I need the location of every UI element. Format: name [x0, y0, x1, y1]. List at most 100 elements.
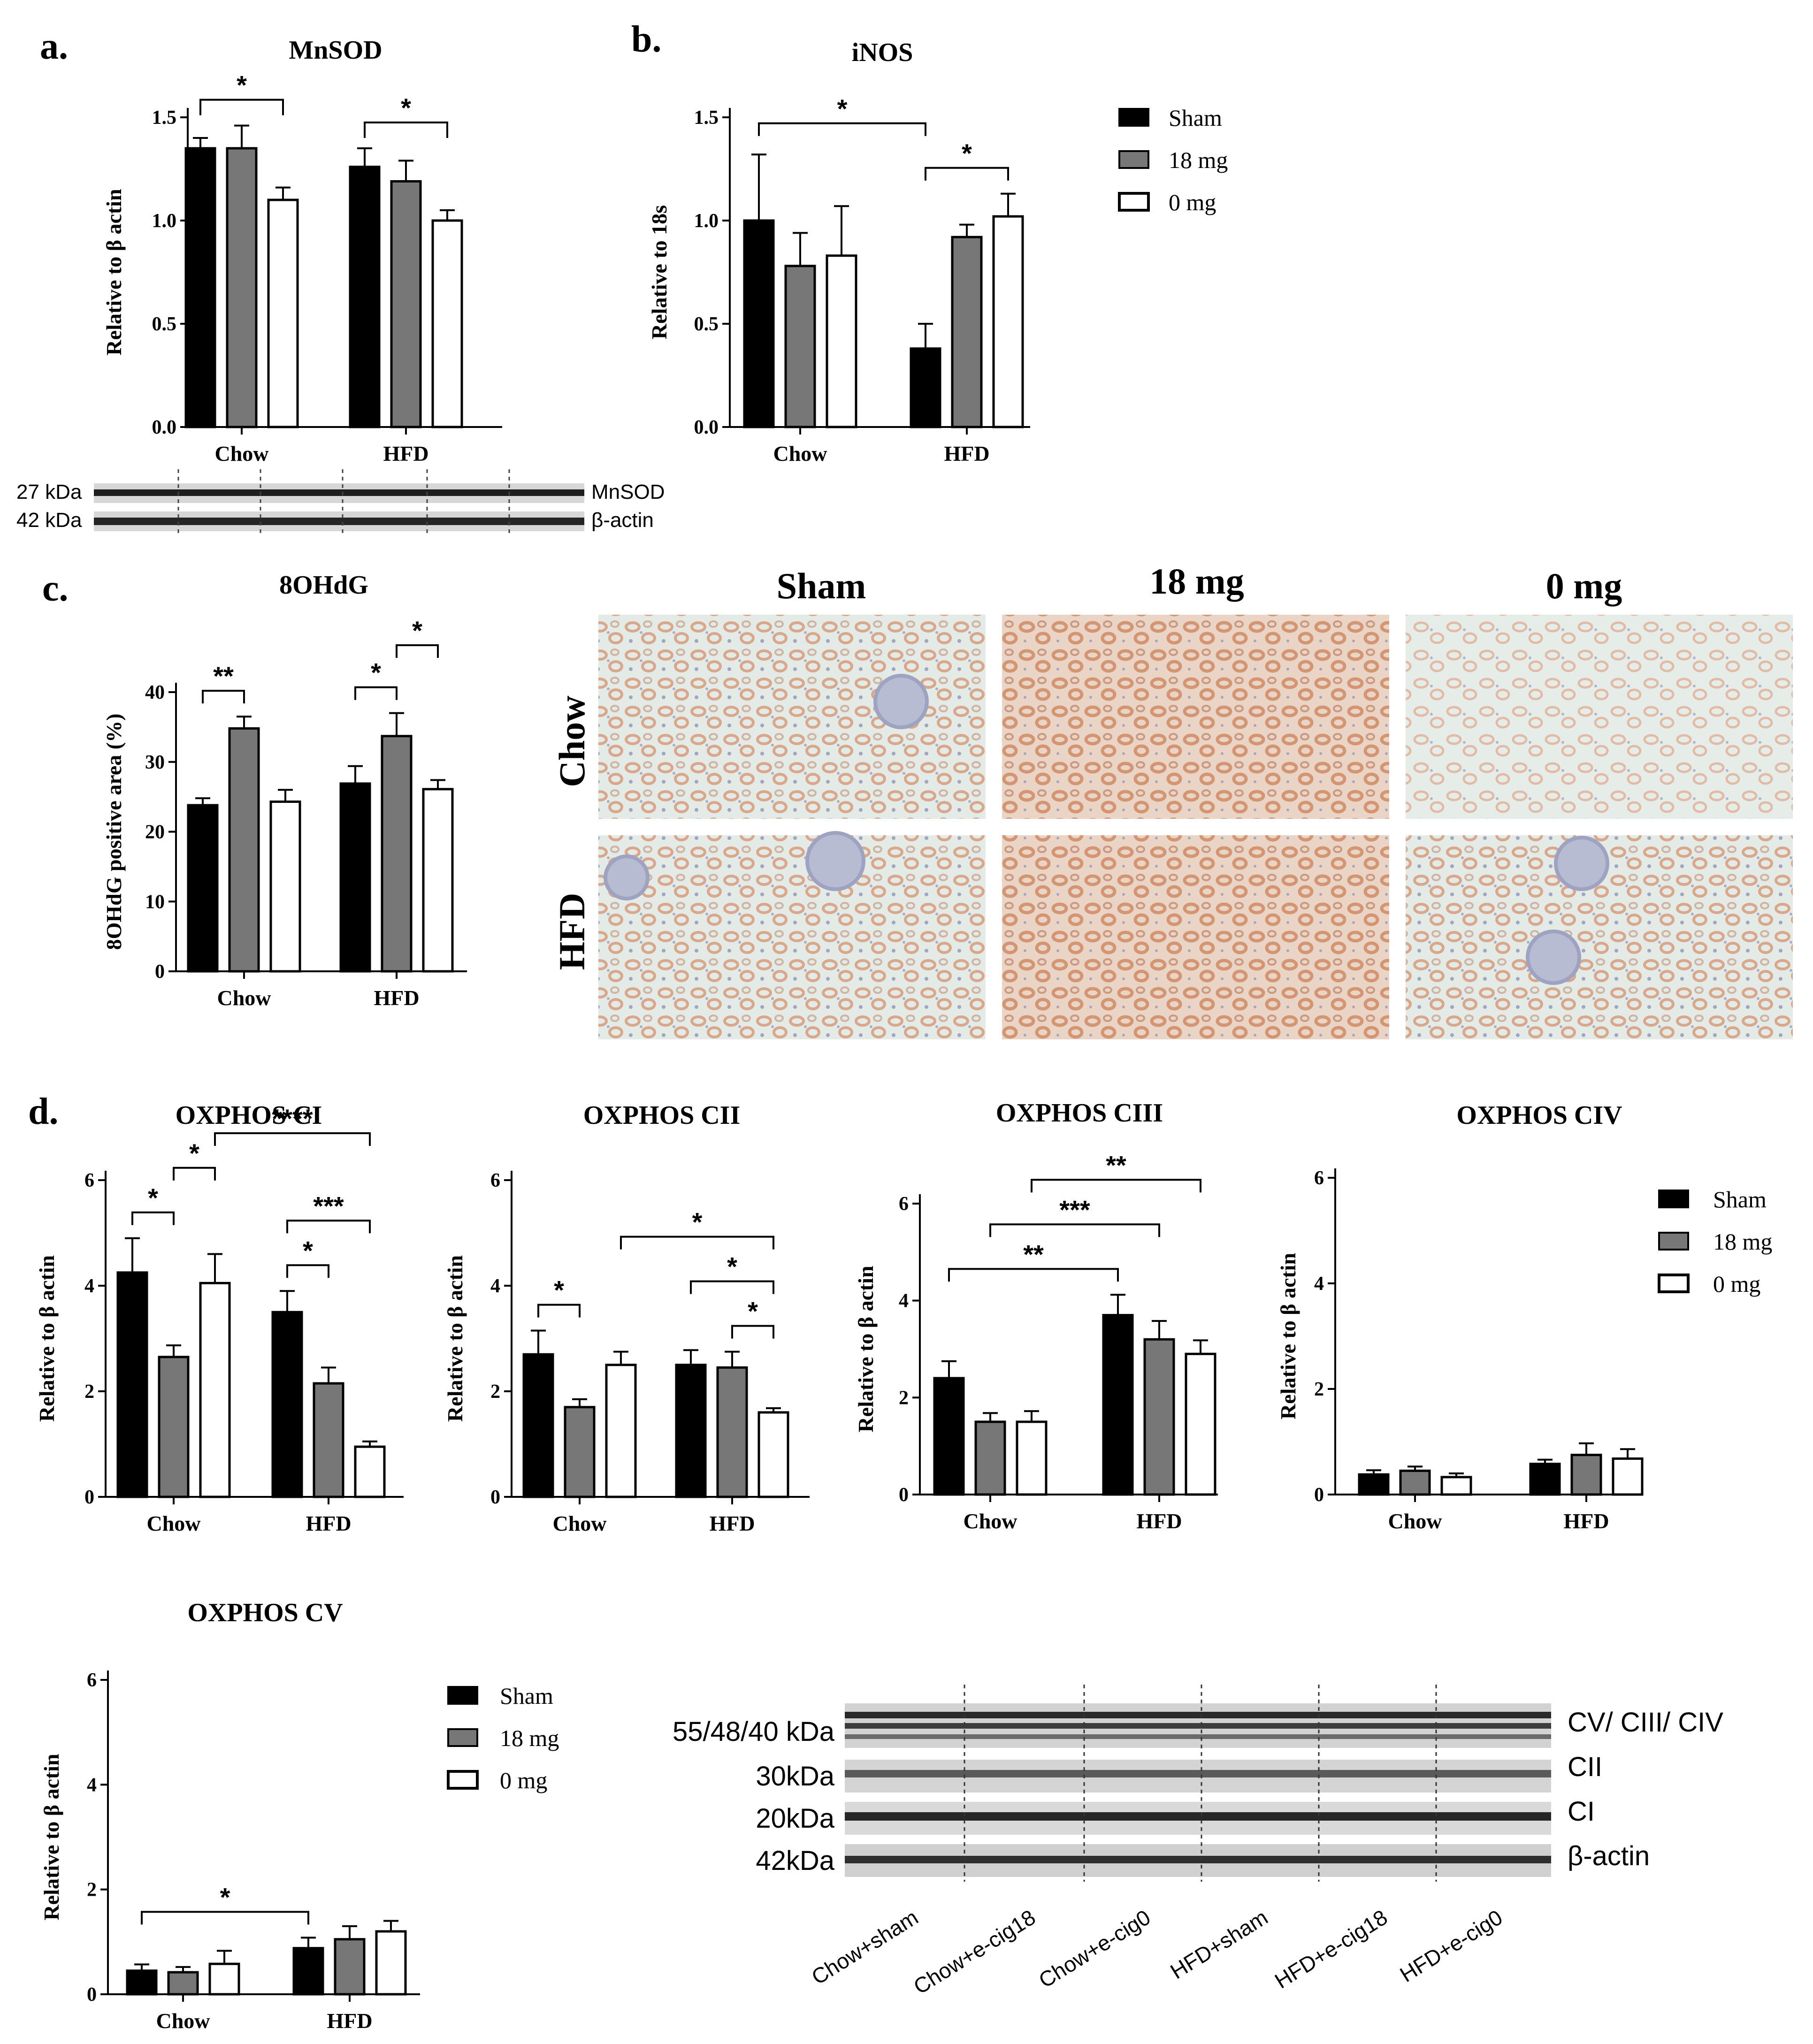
significance-bracket — [731, 1325, 774, 1339]
blot-lane-label: HFD+e-cig0 — [1396, 1905, 1507, 1987]
significance-label: * — [148, 1183, 158, 1213]
significance-label: * — [962, 138, 972, 168]
legend-top: Sham 18 mg 0 mg — [1118, 105, 1228, 215]
panel-label-c: c. — [42, 568, 69, 609]
significance-bracket — [214, 1132, 371, 1146]
blot-lane-label: Chow+sham — [807, 1905, 922, 1989]
chart-title: OXPHOS CV — [187, 1598, 343, 1627]
bar-18mg — [1399, 1469, 1431, 1496]
significance-label: * — [237, 70, 247, 100]
bar-sham — [271, 1311, 303, 1498]
significance-bracket — [690, 1280, 774, 1294]
y-tick-label: 2 — [87, 1879, 97, 1901]
x-tick-label: HFD — [327, 2009, 372, 2033]
chart-oxphos-cii: OXPHOS CII Relative to β actin 0 2 4 6 Chow HFD… — [443, 1101, 810, 1535]
blot-kda-cii: 30kDa — [756, 1761, 834, 1792]
bar-0mg — [199, 1281, 231, 1498]
significance-label: **** — [272, 1104, 313, 1133]
significance-bracket — [131, 1211, 175, 1225]
bar-18mg — [381, 735, 413, 973]
y-tick-label: 40 — [145, 682, 165, 703]
blot-band-ci — [845, 1812, 1551, 1821]
y-tick-label: 10 — [145, 891, 165, 913]
legend-swatch-0mg — [1118, 192, 1150, 212]
y-tick-label: 6 — [1314, 1167, 1324, 1189]
chart-title: OXPHOS CIII — [996, 1098, 1163, 1128]
micrograph-chow-18mg — [1002, 615, 1389, 819]
y-tick-label: 0.0 — [152, 417, 177, 438]
bar-0mg — [208, 1962, 240, 1996]
bar-sham — [910, 347, 941, 428]
significance-bracket — [173, 1167, 216, 1181]
blot-band-actin — [845, 1856, 1551, 1863]
y-axis-label: Relative to β actin — [102, 189, 126, 355]
legend-civ: Sham 18 mg 0 mg — [1658, 1186, 1772, 1297]
panel-label-b: b. — [631, 19, 662, 60]
micrograph-row-hfd: HFD — [551, 893, 592, 970]
y-tick-label: 2 — [899, 1387, 909, 1409]
micrograph-column-0mg: 0 mg — [1546, 565, 1622, 606]
y-tick-label: 0 — [899, 1484, 909, 1506]
legend-label-18mg: 18 mg — [500, 1725, 559, 1751]
micrograph-hfd-18mg — [1002, 835, 1389, 1039]
legend-label-18mg: 18 mg — [1169, 147, 1228, 173]
bar-18mg — [951, 236, 983, 428]
bar-18mg — [167, 1971, 199, 1996]
blot-lane-dividers — [964, 1685, 1437, 1882]
bar-sham — [522, 1353, 554, 1498]
glomerulus — [805, 831, 865, 891]
bar-0mg — [605, 1364, 637, 1498]
significance-bracket — [537, 1304, 581, 1318]
y-tick-label: 6 — [87, 1670, 97, 1691]
bar-sham — [116, 1271, 148, 1498]
legend-label-sham: Sham — [1713, 1186, 1767, 1213]
glomerulus — [1526, 930, 1581, 985]
y-tick-label: 0.0 — [694, 417, 719, 438]
bar-0mg — [992, 215, 1024, 428]
significance-label: * — [303, 1236, 313, 1265]
significance-bracket — [141, 1911, 309, 1925]
y-tick-label: 2 — [1314, 1379, 1324, 1400]
y-tick-label: 4 — [490, 1275, 500, 1297]
chart-mnsod: MnSOD Relative to β actin 0.0 0.5 1.0 1.5 Chow… — [102, 36, 502, 465]
blot-lane-label: HFD+e-cig18 — [1270, 1905, 1392, 1993]
bar-sham — [1529, 1463, 1561, 1496]
bar-18mg — [716, 1366, 748, 1498]
chart-oxphos-cv: OXPHOS CV Relative to β actin 0 2 4 6 Chow HFD * — [39, 1598, 420, 2033]
blot-band-mnsod — [94, 489, 584, 496]
significance-label: *** — [313, 1191, 344, 1220]
bar-sham — [339, 782, 371, 973]
y-tick-label: 0 — [155, 961, 165, 983]
bar-0mg — [267, 198, 299, 428]
bar-0mg — [757, 1411, 789, 1498]
bar-sham — [675, 1364, 707, 1498]
micrograph-column-18mg: 18 mg — [1149, 561, 1244, 602]
y-axis-label: Relative to 18s — [647, 205, 671, 339]
y-axis-label: Relative to β actin — [854, 1266, 878, 1432]
x-tick-label: HFD — [1136, 1509, 1182, 1533]
x-tick-label: HFD — [306, 1511, 351, 1535]
legend-swatch-0mg — [1658, 1274, 1690, 1293]
x-tick-label: HFD — [383, 442, 428, 465]
significance-label: ** — [213, 661, 234, 691]
bar-0mg — [422, 788, 454, 973]
bar-sham — [349, 166, 381, 428]
x-tick-label: Chow — [146, 1511, 200, 1535]
legend-cv: Sham 18 mg 0 mg — [447, 1683, 559, 1793]
significance-bracket — [396, 644, 439, 658]
glomerulus — [604, 854, 650, 900]
x-tick-label: Chow — [773, 442, 827, 465]
blot-band-civ — [845, 1734, 1551, 1739]
significance-label: * — [412, 616, 422, 645]
blot-kda-ci: 20kDa — [756, 1803, 834, 1834]
y-tick-label: 0 — [84, 1487, 94, 1508]
chart-title: MnSOD — [289, 36, 382, 65]
y-tick-label: 2 — [84, 1381, 94, 1403]
x-tick-label: Chow — [217, 986, 271, 1010]
bar-0mg — [1016, 1420, 1048, 1496]
bar-18mg — [974, 1420, 1006, 1496]
significance-bracket — [948, 1268, 1119, 1282]
significance-label: * — [554, 1275, 564, 1305]
legend-label-sham: Sham — [1169, 105, 1222, 131]
legend-swatch-18mg — [1118, 150, 1149, 169]
